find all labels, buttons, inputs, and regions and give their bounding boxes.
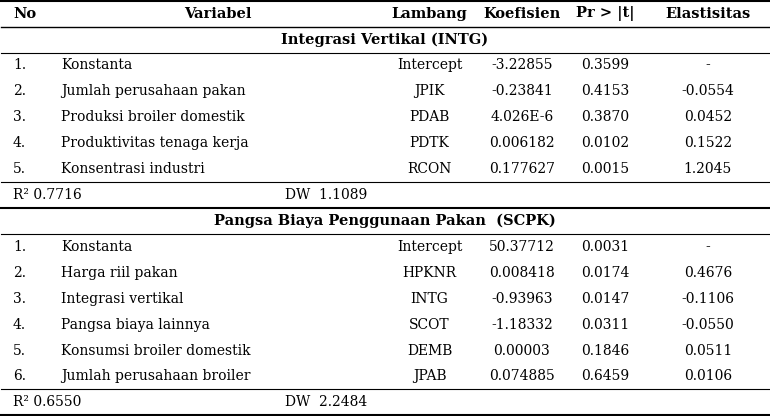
Text: 0.006182: 0.006182 [489, 136, 554, 150]
Text: 0.0174: 0.0174 [581, 266, 630, 280]
Text: DEMB: DEMB [407, 344, 452, 357]
Text: 4.026E-6: 4.026E-6 [490, 110, 554, 124]
Text: 1.: 1. [13, 59, 26, 72]
Text: Konstanta: Konstanta [62, 240, 132, 254]
Text: -0.1106: -0.1106 [681, 292, 735, 306]
Text: Intercept: Intercept [397, 59, 462, 72]
Text: 5.: 5. [13, 162, 26, 176]
Text: DW  1.1089: DW 1.1089 [285, 188, 367, 202]
Text: JPIK: JPIK [414, 84, 445, 99]
Text: 5.: 5. [13, 344, 26, 357]
Text: Konsentrasi industri: Konsentrasi industri [62, 162, 205, 176]
Text: PDTK: PDTK [410, 136, 450, 150]
Text: 50.37712: 50.37712 [489, 240, 554, 254]
Text: Pangsa biaya lainnya: Pangsa biaya lainnya [62, 317, 210, 332]
Text: 0.0015: 0.0015 [581, 162, 630, 176]
Text: Koefisien: Koefisien [484, 7, 561, 21]
Text: 0.00003: 0.00003 [494, 344, 551, 357]
Text: 0.0106: 0.0106 [684, 369, 732, 384]
Text: 0.4153: 0.4153 [581, 84, 630, 99]
Text: PDAB: PDAB [410, 110, 450, 124]
Text: 3.: 3. [13, 292, 26, 306]
Text: -: - [705, 240, 710, 254]
Text: Lambang: Lambang [392, 7, 467, 21]
Text: 0.0147: 0.0147 [581, 292, 630, 306]
Text: Harga riil pakan: Harga riil pakan [62, 266, 178, 280]
Text: 0.3599: 0.3599 [581, 59, 630, 72]
Text: -0.23841: -0.23841 [491, 84, 553, 99]
Text: Konsumsi broiler domestik: Konsumsi broiler domestik [62, 344, 251, 357]
Text: -0.93963: -0.93963 [491, 292, 553, 306]
Text: 0.6459: 0.6459 [581, 369, 630, 384]
Text: Konstanta: Konstanta [62, 59, 132, 72]
Text: 0.0511: 0.0511 [684, 344, 732, 357]
Text: 1.2045: 1.2045 [684, 162, 732, 176]
Text: 6.: 6. [13, 369, 26, 384]
Text: 0.1522: 0.1522 [684, 136, 732, 150]
Text: -: - [705, 59, 710, 72]
Text: 0.177627: 0.177627 [489, 162, 555, 176]
Text: 1.: 1. [13, 240, 26, 254]
Text: Jumlah perusahaan broiler: Jumlah perusahaan broiler [62, 369, 251, 384]
Text: INTG: INTG [410, 292, 448, 306]
Text: Jumlah perusahaan pakan: Jumlah perusahaan pakan [62, 84, 246, 99]
Text: Intercept: Intercept [397, 240, 462, 254]
Text: Integrasi vertikal: Integrasi vertikal [62, 292, 184, 306]
Text: JPAB: JPAB [413, 369, 447, 384]
Text: R² 0.7716: R² 0.7716 [13, 188, 82, 202]
Text: 0.4676: 0.4676 [684, 266, 732, 280]
Text: 0.0452: 0.0452 [684, 110, 732, 124]
Text: SCOT: SCOT [410, 317, 450, 332]
Text: 4.: 4. [13, 317, 26, 332]
Text: 2.: 2. [13, 84, 26, 99]
Text: Pangsa Biaya Penggunaan Pakan  (SCPK): Pangsa Biaya Penggunaan Pakan (SCPK) [214, 214, 556, 228]
Text: DW  2.2484: DW 2.2484 [285, 395, 367, 409]
Text: Pr > |t|: Pr > |t| [576, 6, 634, 21]
Text: 0.074885: 0.074885 [489, 369, 554, 384]
Text: Variabel: Variabel [185, 7, 252, 21]
Text: 0.3870: 0.3870 [581, 110, 630, 124]
Text: 4.: 4. [13, 136, 26, 150]
Text: 0.008418: 0.008418 [489, 266, 554, 280]
Text: 0.0311: 0.0311 [581, 317, 630, 332]
Text: 0.0102: 0.0102 [581, 136, 630, 150]
Text: RCON: RCON [407, 162, 452, 176]
Text: No: No [13, 7, 36, 21]
Text: R² 0.6550: R² 0.6550 [13, 395, 82, 409]
Text: Produktivitas tenaga kerja: Produktivitas tenaga kerja [62, 136, 249, 150]
Text: 2.: 2. [13, 266, 26, 280]
Text: Integrasi Vertikal (INTG): Integrasi Vertikal (INTG) [282, 32, 488, 47]
Text: -0.0550: -0.0550 [681, 317, 734, 332]
Text: -3.22855: -3.22855 [491, 59, 553, 72]
Text: -1.18332: -1.18332 [491, 317, 553, 332]
Text: 0.0031: 0.0031 [581, 240, 630, 254]
Text: 3.: 3. [13, 110, 26, 124]
Text: Elastisitas: Elastisitas [665, 7, 751, 21]
Text: -0.0554: -0.0554 [681, 84, 735, 99]
Text: 0.1846: 0.1846 [581, 344, 630, 357]
Text: Produksi broiler domestik: Produksi broiler domestik [62, 110, 245, 124]
Text: HPKNR: HPKNR [403, 266, 457, 280]
